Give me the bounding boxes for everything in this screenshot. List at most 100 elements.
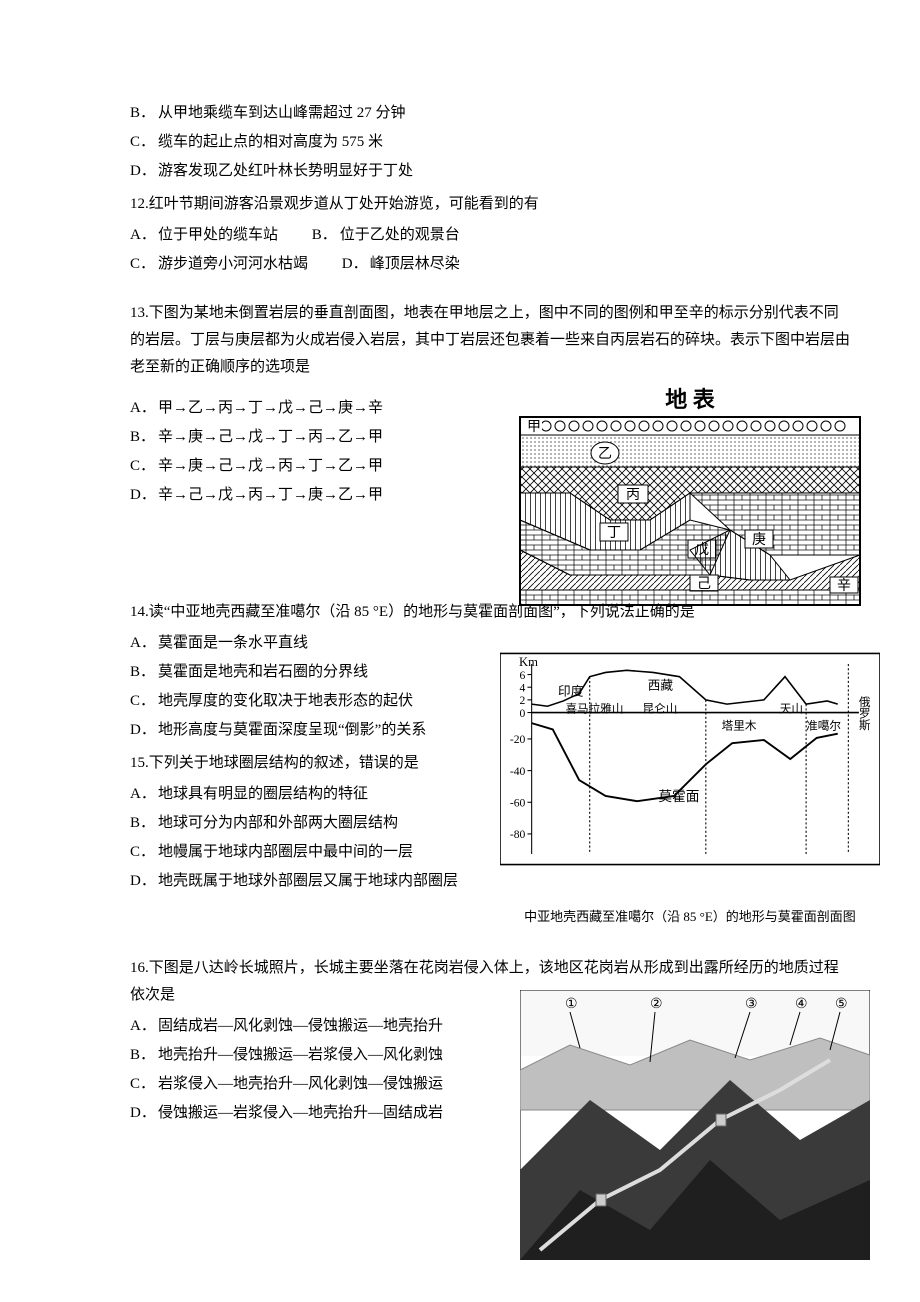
opt-text: 地幔属于地球内部圈层中最中间的一层	[158, 844, 413, 860]
svg-text:辛: 辛	[837, 578, 851, 594]
opt-label: D．	[130, 482, 158, 509]
q16-a: A．固结成岩—风化剥蚀—侵蚀搬运—地壳抬升	[130, 1013, 510, 1040]
svg-text:庚: 庚	[752, 532, 766, 548]
svg-text:-20: -20	[510, 733, 526, 746]
opt-text: 从甲地乘缆车到达山峰需超过 27 分钟	[158, 105, 406, 121]
svg-text:印度: 印度	[558, 684, 584, 699]
opt-text: 游步道旁小河河水枯竭	[158, 256, 308, 272]
svg-text:莫霍面: 莫霍面	[658, 789, 699, 804]
q13-d: D．辛→己→戊→丙→丁→庚→乙→甲	[130, 482, 470, 509]
opt-text: 峰顶层林尽染	[370, 256, 460, 272]
q11-c: C．缆车的起止点的相对高度为 575 米	[130, 129, 850, 156]
opt-text: 游客发现乙处红叶林长势明显好于丁处	[158, 163, 413, 179]
opt-text: 地壳厚度的变化取决于地表形态的起伏	[158, 693, 413, 709]
opt-text: 固结成岩—风化剥蚀—侵蚀搬运—地壳抬升	[158, 1018, 443, 1034]
layer-jia: 甲	[520, 420, 860, 435]
svg-text:喜马拉雅山: 喜马拉雅山	[565, 702, 623, 716]
svg-text:-40: -40	[510, 765, 526, 778]
svg-text:西藏: 西藏	[648, 678, 674, 692]
svg-text:丁: 丁	[607, 526, 621, 541]
svg-text:6: 6	[520, 669, 526, 682]
q16-c: C．岩浆侵入—地壳抬升—风化剥蚀—侵蚀搬运	[130, 1071, 510, 1098]
opt-label: D．	[130, 158, 158, 185]
svg-text:③: ③	[745, 997, 758, 1012]
q15-d: D．地壳既属于地球外部圈层又属于地球内部圈层	[130, 868, 490, 895]
q15-stem: 15.下列关于地球圈层结构的叙述，错误的是	[130, 750, 490, 777]
opt-text: 位于乙处的观景台	[340, 227, 460, 243]
opt-text: 辛→己→戊→丙→丁→庚→乙→甲	[158, 487, 383, 503]
opt-label: C．	[130, 839, 158, 866]
svg-text:4: 4	[520, 681, 526, 694]
stratum-diagram: 地 表 甲 乙	[510, 385, 870, 635]
q14-d: D．地形高度与莫霍面深度呈现“倒影”的关系	[130, 717, 490, 744]
svg-text:昆仑山: 昆仑山	[643, 702, 678, 716]
q11-d: D．游客发现乙处红叶林长势明显好于丁处	[130, 158, 850, 185]
fig-title: 地 表	[665, 387, 716, 412]
q14-q15-block: A．莫霍面是一条水平直线 B．莫霍面是地壳和岩石圈的分界线 C．地壳厚度的变化取…	[130, 630, 490, 895]
q13-stem: 13.下图为某地未倒置岩层的垂直剖面图，地表在甲地层之上，图中不同的图例和甲至辛…	[130, 300, 850, 381]
svg-text:①: ①	[565, 997, 578, 1012]
svg-text:0: 0	[520, 707, 526, 720]
svg-text:甲: 甲	[527, 420, 541, 435]
greatwall-photo: ① ② ③ ④ ⑤	[520, 990, 870, 1260]
ylabel: Km	[519, 655, 538, 669]
opt-text: 地壳抬升—侵蚀搬运—岩浆侵入—风化剥蚀	[158, 1047, 443, 1063]
opt-label: D．	[130, 1100, 158, 1127]
opt-text: 莫霍面是一条水平直线	[158, 635, 308, 651]
opt-label: D．	[130, 868, 158, 895]
opt-text: 岩浆侵入—地壳抬升—风化剥蚀—侵蚀搬运	[158, 1076, 443, 1092]
q13-c: C．辛→庚→己→戊→丙→丁→乙→甲	[130, 453, 470, 480]
q14-c: C．地壳厚度的变化取决于地表形态的起伏	[130, 688, 490, 715]
opt-label: C．	[130, 251, 158, 278]
opt-label: A．	[130, 1013, 158, 1040]
opt-text: 地球具有明显的圈层结构的特征	[158, 786, 368, 802]
svg-text:塔里木: 塔里木	[722, 719, 757, 732]
svg-text:-80: -80	[510, 828, 526, 841]
opt-label: C．	[130, 688, 158, 715]
q12-a: A．位于甲处的缆车站	[130, 222, 278, 249]
q14-b: B．莫霍面是地壳和岩石圈的分界线	[130, 659, 490, 686]
svg-text:天山: 天山	[780, 703, 803, 716]
moho-profile: Km 6 4 2 0 -20 -40 -60 -80 印度 西藏 俄罗斯 喜马拉…	[500, 619, 880, 899]
q16-b: B．地壳抬升—侵蚀搬运—岩浆侵入—风化剥蚀	[130, 1042, 510, 1069]
opt-label: C．	[130, 453, 158, 480]
q11-b: B．从甲地乘缆车到达山峰需超过 27 分钟	[130, 100, 850, 127]
q12-c: C．游步道旁小河河水枯竭	[130, 251, 308, 278]
opt-text: 位于甲处的缆车站	[158, 227, 278, 243]
q13-b: B．辛→庚→己→戊→丁→丙→乙→甲	[130, 424, 470, 451]
opt-text: 甲→乙→丙→丁→戊→己→庚→辛	[158, 400, 383, 416]
q15-b: B．地球可分为内部和外部两大圈层结构	[130, 810, 490, 837]
profile-caption: 中亚地壳西藏至准噶尔（沿 85 °E）的地形与莫霍面剖面图	[500, 905, 880, 928]
q13-a: A．甲→乙→丙→丁→戊→己→庚→辛	[130, 395, 470, 422]
q12-d: D．峰顶层林尽染	[342, 251, 460, 278]
opt-text: 辛→庚→己→戊→丙→丁→乙→甲	[158, 458, 383, 474]
q16-options: A．固结成岩—风化剥蚀—侵蚀搬运—地壳抬升 B．地壳抬升—侵蚀搬运—岩浆侵入—风…	[130, 1013, 510, 1127]
opt-label: B．	[312, 222, 340, 249]
opt-label: B．	[130, 100, 158, 127]
opt-text: 侵蚀搬运—岩浆侵入—地壳抬升—固结成岩	[158, 1105, 443, 1121]
svg-text:-60: -60	[510, 797, 526, 810]
svg-text:乙: 乙	[598, 446, 612, 462]
q12-b: B．位于乙处的观景台	[312, 222, 460, 249]
q15-a: A．地球具有明显的圈层结构的特征	[130, 781, 490, 808]
svg-text:丙: 丙	[626, 488, 640, 503]
svg-text:己: 己	[697, 577, 711, 592]
q16-d: D．侵蚀搬运—岩浆侵入—地壳抬升—固结成岩	[130, 1100, 510, 1127]
q13-options: A．甲→乙→丙→丁→戊→己→庚→辛 B．辛→庚→己→戊→丁→丙→乙→甲 C．辛→…	[130, 395, 470, 509]
opt-label: A．	[130, 395, 158, 422]
svg-text:俄罗斯: 俄罗斯	[858, 696, 871, 731]
opt-text: 莫霍面是地壳和岩石圈的分界线	[158, 664, 368, 680]
opt-label: C．	[130, 129, 158, 156]
opt-label: A．	[130, 781, 158, 808]
q12-stem: 12.红叶节期间游客沿景观步道从丁处开始游览，可能看到的有	[130, 191, 850, 218]
opt-label: A．	[130, 630, 158, 657]
q15-c: C．地幔属于地球内部圈层中最中间的一层	[130, 839, 490, 866]
opt-label: C．	[130, 1071, 158, 1098]
svg-text:④: ④	[795, 997, 808, 1012]
opt-text: 地壳既属于地球外部圈层又属于地球内部圈层	[158, 873, 458, 889]
svg-text:2: 2	[520, 694, 526, 707]
q14-a: A．莫霍面是一条水平直线	[130, 630, 490, 657]
opt-label: B．	[130, 1042, 158, 1069]
svg-text:准噶尔: 准噶尔	[806, 718, 841, 732]
svg-text:⑤: ⑤	[835, 997, 848, 1012]
